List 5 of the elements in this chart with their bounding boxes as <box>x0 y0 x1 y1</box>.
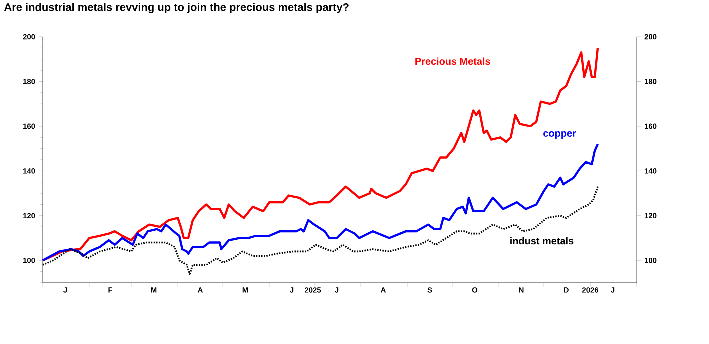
text: Precious Metals <box>416 58 490 66</box>
line-series <box>42 47 600 262</box>
text: copper <box>544 132 576 139</box>
chart-title: Are industrial metals revving up to join the precious metals party? <box>4 3 349 14</box>
series-label: indust metals <box>510 237 574 245</box>
